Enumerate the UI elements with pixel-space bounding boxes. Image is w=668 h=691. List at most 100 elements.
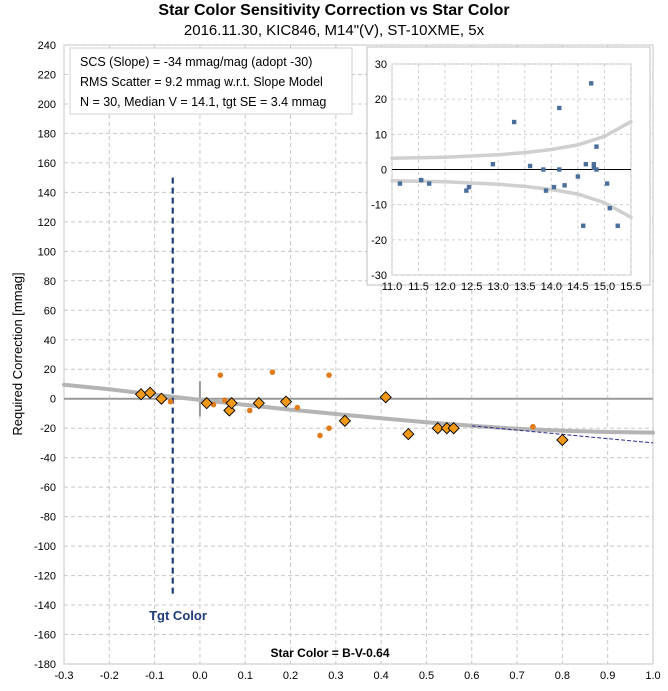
inset-data-marks — [390, 81, 633, 228]
x-tick-label: 0.5 — [419, 670, 434, 682]
diamond-point — [431, 422, 444, 435]
stats-line-slope: SCS (Slope) = -34 mmag/mag (adopt -30) — [80, 55, 312, 69]
stats-line-rms: RMS Scatter = 9.2 mmag w.r.t. Slope Mode… — [80, 75, 323, 89]
inset-x-tick-label: 13.5 — [514, 281, 535, 293]
x-tick-label: 0.7 — [509, 670, 524, 682]
inset-point — [419, 177, 424, 183]
inset-x-tick-label: 13.0 — [488, 281, 509, 293]
x-tick-label: 0.2 — [283, 670, 298, 682]
y-tick-label: 80 — [44, 276, 56, 288]
diamond-point — [143, 386, 157, 399]
star-color-label: Star Color = B-V-0.64 — [270, 646, 389, 660]
dot-point — [167, 398, 174, 405]
inset-point — [594, 167, 599, 172]
y-tick-label: 0 — [50, 394, 56, 406]
diamond-point — [200, 396, 213, 410]
x-tick-label: -0.1 — [145, 670, 164, 682]
inset-x-tick-label: 11.0 — [382, 281, 403, 293]
y-tick-label: 120 — [38, 217, 56, 229]
y-tick-label: 180 — [38, 128, 56, 140]
y-tick-label: 220 — [38, 69, 56, 81]
inset-x-tick-label: 11.5 — [408, 281, 429, 293]
inset-y-tick-label: 30 — [375, 59, 387, 71]
dot-point — [326, 425, 332, 431]
main-data-marks — [62, 177, 655, 598]
inset-point — [581, 223, 586, 228]
inset-point — [543, 188, 549, 193]
inset-gridlines — [391, 63, 632, 276]
dot-point — [217, 372, 224, 378]
y-tick-label: -140 — [34, 600, 56, 612]
chart-subtitle: 2016.11.30, KIC846, M14"(V), ST-10XME, 5… — [183, 22, 485, 39]
inset-point — [527, 163, 533, 169]
inset-point — [591, 162, 597, 167]
inset-y-tick-label: -20 — [371, 235, 387, 247]
inset-point — [557, 167, 562, 172]
y-axis-title: Required Correction [mmag] — [10, 272, 25, 435]
dot-point — [294, 404, 301, 411]
inset-y-tick-label: 20 — [375, 94, 387, 106]
inset-point — [466, 184, 472, 190]
x-tick-label: 0.0 — [192, 670, 207, 682]
tgt-color-label: Tgt Color — [149, 608, 207, 623]
y-tick-label: -40 — [40, 453, 56, 465]
x-tick-label: 1.0 — [645, 670, 660, 682]
y-tick-label: 60 — [44, 305, 56, 317]
dot-point — [222, 397, 228, 403]
inset-point — [575, 174, 581, 179]
x-tick-label: 0.3 — [328, 670, 343, 682]
y-tick-label: -120 — [34, 571, 56, 583]
y-tick-label: -160 — [34, 630, 56, 642]
inset-point — [562, 183, 567, 188]
inset-point — [604, 181, 610, 186]
x-tick-label: 0.4 — [374, 670, 389, 682]
inset-x-tick-label: 15.0 — [594, 281, 615, 293]
dot-point — [317, 432, 323, 439]
dot-point — [326, 372, 332, 378]
inset-y-tick-label: -10 — [371, 200, 387, 212]
y-tick-label: 100 — [38, 246, 56, 258]
inset-point — [594, 144, 599, 149]
inset-point — [426, 181, 432, 186]
x-tick-label: 0.6 — [464, 670, 479, 682]
y-tick-label: 200 — [38, 99, 56, 111]
y-tick-label: 40 — [44, 335, 56, 347]
inset-point — [591, 165, 597, 170]
dot-point — [246, 407, 253, 414]
y-tick-label: -60 — [40, 482, 56, 494]
inset-point — [397, 181, 403, 186]
diamond-point — [338, 414, 352, 427]
inset-y-tick-label: -30 — [371, 270, 387, 282]
y-tick-label: -80 — [40, 512, 56, 524]
inset-point — [583, 162, 589, 167]
stats-box — [69, 47, 353, 115]
x-tick-label: 0.8 — [555, 670, 570, 682]
inset-x-tick-label: 15.5 — [620, 281, 641, 293]
x-tick-label: -0.3 — [55, 670, 74, 682]
inset-point — [511, 119, 517, 125]
diamond-point — [279, 395, 293, 408]
main-tick-labels: -0.3 -0.2 -0.1 0.0 0.1 0.2 0.3 0.4 0.5 0.6 0.7 0.8 0… — [34, 40, 661, 682]
inset-lower-band — [390, 179, 633, 220]
y-tick-label: 140 — [38, 187, 56, 199]
x-tick-label: 0.1 — [238, 670, 253, 682]
stats-line-n: N = 30, Median V = 14.1, tgt SE = 3.4 mm… — [80, 95, 326, 109]
inset-upper-band — [390, 119, 633, 160]
diamond-point — [252, 396, 265, 410]
diamond-point — [379, 391, 392, 404]
y-tick-label: -100 — [34, 541, 56, 553]
inset-point — [541, 167, 546, 172]
inset-point — [464, 188, 469, 193]
inset-frame — [366, 46, 651, 286]
chart-title: Star Color Sensitivity Correction vs Sta… — [158, 2, 510, 19]
y-tick-label: 160 — [38, 158, 56, 170]
y-tick-label: 240 — [38, 40, 56, 52]
inset-x-tick-label: 12.0 — [434, 281, 455, 293]
inset-x-tick-label: 14.5 — [567, 281, 588, 293]
diamond-point — [402, 427, 415, 441]
inset-y-tick-label: 10 — [375, 129, 387, 141]
x-tick-label: 0.9 — [600, 670, 615, 682]
inset-point — [588, 81, 594, 86]
inset-x-tick-label: 12.5 — [461, 281, 482, 293]
